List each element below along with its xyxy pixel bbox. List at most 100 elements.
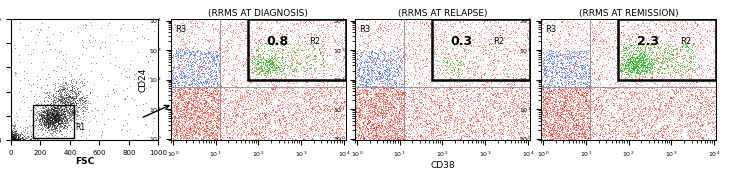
Point xyxy=(51,110,63,112)
Point xyxy=(381,88,393,90)
Point xyxy=(537,62,549,64)
Point xyxy=(280,122,292,124)
Point xyxy=(255,70,267,73)
Point xyxy=(542,113,553,116)
Point xyxy=(204,84,216,87)
Point xyxy=(180,110,192,113)
Point xyxy=(569,130,581,133)
Point xyxy=(540,59,552,62)
Point xyxy=(202,124,213,126)
Point xyxy=(38,122,50,125)
Point xyxy=(564,137,576,140)
Point xyxy=(54,113,66,116)
Point xyxy=(446,112,458,114)
Point xyxy=(500,73,512,76)
Point xyxy=(180,92,192,95)
Point xyxy=(322,119,333,121)
Point xyxy=(188,93,199,95)
Point xyxy=(537,64,548,67)
Point xyxy=(280,74,292,77)
Point xyxy=(264,48,276,51)
Point xyxy=(491,104,503,107)
Point xyxy=(636,90,648,93)
Point xyxy=(392,72,403,75)
Point xyxy=(314,106,326,109)
Point xyxy=(251,91,263,93)
Point xyxy=(397,104,409,107)
Point xyxy=(431,72,442,74)
Point xyxy=(237,105,249,108)
Point xyxy=(418,39,430,42)
Point xyxy=(262,70,274,72)
Point xyxy=(539,108,551,110)
Point xyxy=(9,138,21,140)
Point xyxy=(451,91,463,93)
Point xyxy=(648,133,660,135)
Point xyxy=(258,119,269,122)
Point xyxy=(201,125,213,128)
Point xyxy=(593,119,605,122)
Point xyxy=(174,54,186,57)
Point xyxy=(205,85,216,88)
Point xyxy=(556,108,567,110)
Point xyxy=(62,95,74,98)
Point xyxy=(40,115,52,118)
Point xyxy=(461,93,473,96)
Point xyxy=(216,55,228,58)
Point xyxy=(648,63,660,66)
Point xyxy=(298,90,310,93)
Point xyxy=(556,62,568,65)
Point xyxy=(42,121,54,124)
Point xyxy=(9,71,21,74)
Point xyxy=(358,135,370,138)
Point xyxy=(573,22,585,25)
Point xyxy=(331,93,343,96)
Point xyxy=(406,104,418,107)
Point xyxy=(215,99,227,102)
Point xyxy=(637,60,649,63)
Point xyxy=(554,75,566,77)
Point xyxy=(199,55,211,58)
Point xyxy=(372,71,383,74)
Point xyxy=(249,138,261,141)
Point xyxy=(549,37,561,40)
Point xyxy=(452,67,464,70)
Point xyxy=(188,128,199,131)
Point xyxy=(544,127,556,130)
Point xyxy=(506,137,517,140)
Point xyxy=(225,124,237,126)
Point xyxy=(486,48,498,51)
Point xyxy=(651,117,662,120)
Point xyxy=(265,56,277,59)
Point xyxy=(561,96,573,98)
Point xyxy=(546,59,558,62)
Point xyxy=(580,37,592,40)
Point xyxy=(277,89,289,92)
Point xyxy=(212,106,224,109)
Point xyxy=(547,55,559,57)
Point xyxy=(366,54,378,57)
Point xyxy=(592,137,604,139)
Point xyxy=(594,124,606,127)
Point xyxy=(548,62,559,64)
Point xyxy=(183,112,195,114)
Point xyxy=(267,78,279,81)
Point xyxy=(624,62,636,65)
Point xyxy=(388,137,400,140)
Point xyxy=(566,64,578,67)
Point xyxy=(618,41,629,44)
Point xyxy=(304,116,316,119)
Point xyxy=(635,104,647,107)
Point xyxy=(64,99,76,102)
Point xyxy=(372,125,383,128)
Point xyxy=(559,117,571,119)
Point xyxy=(544,131,556,134)
Point xyxy=(422,33,434,36)
Point xyxy=(473,110,485,113)
Point xyxy=(632,65,644,67)
Point xyxy=(285,131,297,133)
Point xyxy=(498,90,509,92)
Point xyxy=(547,60,559,62)
Point xyxy=(546,131,558,134)
Point xyxy=(542,57,554,60)
